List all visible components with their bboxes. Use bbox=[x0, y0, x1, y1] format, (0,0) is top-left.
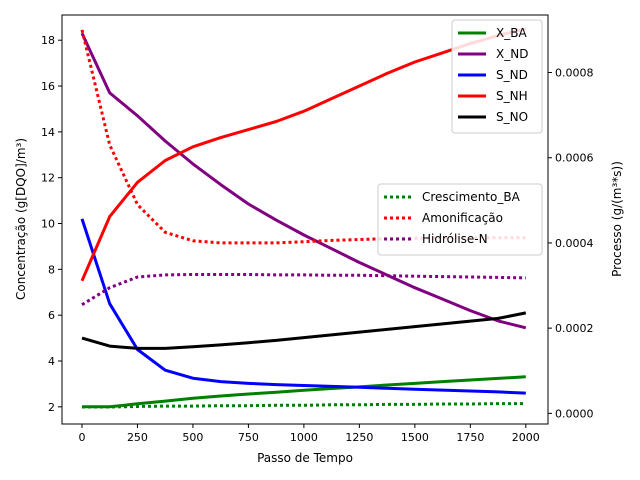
y-tick-left-label: 14 bbox=[41, 126, 55, 139]
y-axis-right-label: Processo (g/(m³*s)) bbox=[610, 161, 624, 277]
y-tick-right-label: 0.0002 bbox=[555, 322, 594, 335]
series-line-crescimento-ba bbox=[82, 402, 526, 409]
legend-entry: Hidrólise-N bbox=[422, 232, 488, 246]
legend-entry: X_BA bbox=[496, 26, 527, 40]
y-tick-left-label: 2 bbox=[48, 401, 55, 414]
x-tick-label: 1500 bbox=[401, 431, 429, 444]
y-tick-left-label: 12 bbox=[41, 172, 55, 185]
series-line-s-nd bbox=[80, 218, 526, 395]
x-tick-label: 250 bbox=[127, 431, 148, 444]
legend-entry: S_NH bbox=[496, 89, 528, 103]
y-tick-right-label: 0.0006 bbox=[555, 152, 594, 165]
y-tick-left-label: 10 bbox=[41, 218, 55, 231]
legend-right: Crescimento_BA Amonificação Hidrólise-N bbox=[377, 183, 543, 256]
legend-box bbox=[451, 19, 543, 134]
y-axis-left-label: Concentração (g[DQO]/m³) bbox=[14, 138, 28, 300]
legend-entry: S_ND bbox=[496, 68, 528, 82]
x-axis-label: Passo de Tempo bbox=[257, 451, 353, 465]
x-tick-label: 1250 bbox=[345, 431, 373, 444]
y-tick-left-label: 18 bbox=[41, 34, 55, 47]
legend-entry: Crescimento_BA bbox=[422, 190, 521, 204]
legend-entry: Amonificação bbox=[422, 211, 503, 225]
series-line-hidrolise-n bbox=[81, 273, 526, 306]
x-tick-label: 2000 bbox=[512, 431, 540, 444]
ticks-group: 0 250 500 750 1000 1250 1500 1750 2000 2 4 6 8 10 12 14… bbox=[41, 34, 594, 444]
x-tick-label: 1000 bbox=[290, 431, 318, 444]
y-tick-left-label: 4 bbox=[48, 355, 55, 368]
series-line-s-no bbox=[81, 311, 527, 350]
x-tick-label: 750 bbox=[238, 431, 259, 444]
legend-box bbox=[377, 183, 543, 256]
axes-frame bbox=[61, 14, 549, 425]
x-tick-label: 1750 bbox=[456, 431, 484, 444]
legend-entry: S_NO bbox=[496, 110, 528, 124]
y-tick-left-label: 6 bbox=[48, 309, 55, 322]
series-line-x-nd bbox=[80, 32, 527, 330]
x-tick-label: 0 bbox=[78, 431, 85, 444]
series-line-x-ba bbox=[82, 375, 526, 409]
legend-entry: X_ND bbox=[496, 47, 528, 61]
y-tick-left-label: 16 bbox=[41, 80, 55, 93]
y-tick-left-label: 8 bbox=[48, 263, 55, 276]
y-tick-right-label: 0.0000 bbox=[555, 407, 594, 420]
y-tick-right-label: 0.0004 bbox=[555, 237, 594, 250]
x-tick-label: 500 bbox=[182, 431, 203, 444]
legend-left: X_BA X_ND S_ND S_NH S_NO bbox=[451, 19, 543, 134]
y-tick-right-label: 0.0008 bbox=[555, 67, 594, 80]
